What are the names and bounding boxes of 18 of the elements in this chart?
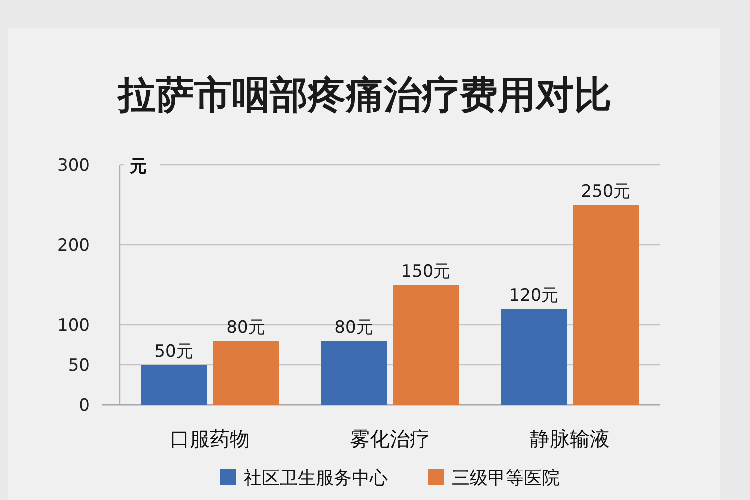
data-label: 50元 bbox=[154, 342, 194, 362]
data-label: 250元 bbox=[581, 182, 631, 202]
x-tick-label: 口服药物 bbox=[170, 427, 250, 451]
data-label: 120元 bbox=[509, 286, 559, 306]
legend-label: 三级甲等医院 bbox=[452, 468, 560, 489]
y-axis-title: 元 bbox=[129, 157, 147, 177]
data-label: 80元 bbox=[226, 318, 266, 338]
chart-title: 拉萨市咽部疼痛治疗费用对比 bbox=[116, 73, 612, 117]
y-tick-label: 300 bbox=[58, 156, 90, 176]
y-tick-label: 50 bbox=[68, 356, 90, 376]
x-tick-label: 雾化治疗 bbox=[350, 427, 430, 451]
y-tick-label: 0 bbox=[79, 396, 90, 416]
data-label: 80元 bbox=[334, 318, 374, 338]
data-label: 150元 bbox=[401, 262, 451, 282]
x-tick-label: 静脉输液 bbox=[530, 427, 610, 451]
y-tick-label: 100 bbox=[58, 316, 90, 336]
legend-label: 社区卫生服务中心 bbox=[244, 468, 388, 489]
y-tick-label: 200 bbox=[58, 236, 90, 256]
